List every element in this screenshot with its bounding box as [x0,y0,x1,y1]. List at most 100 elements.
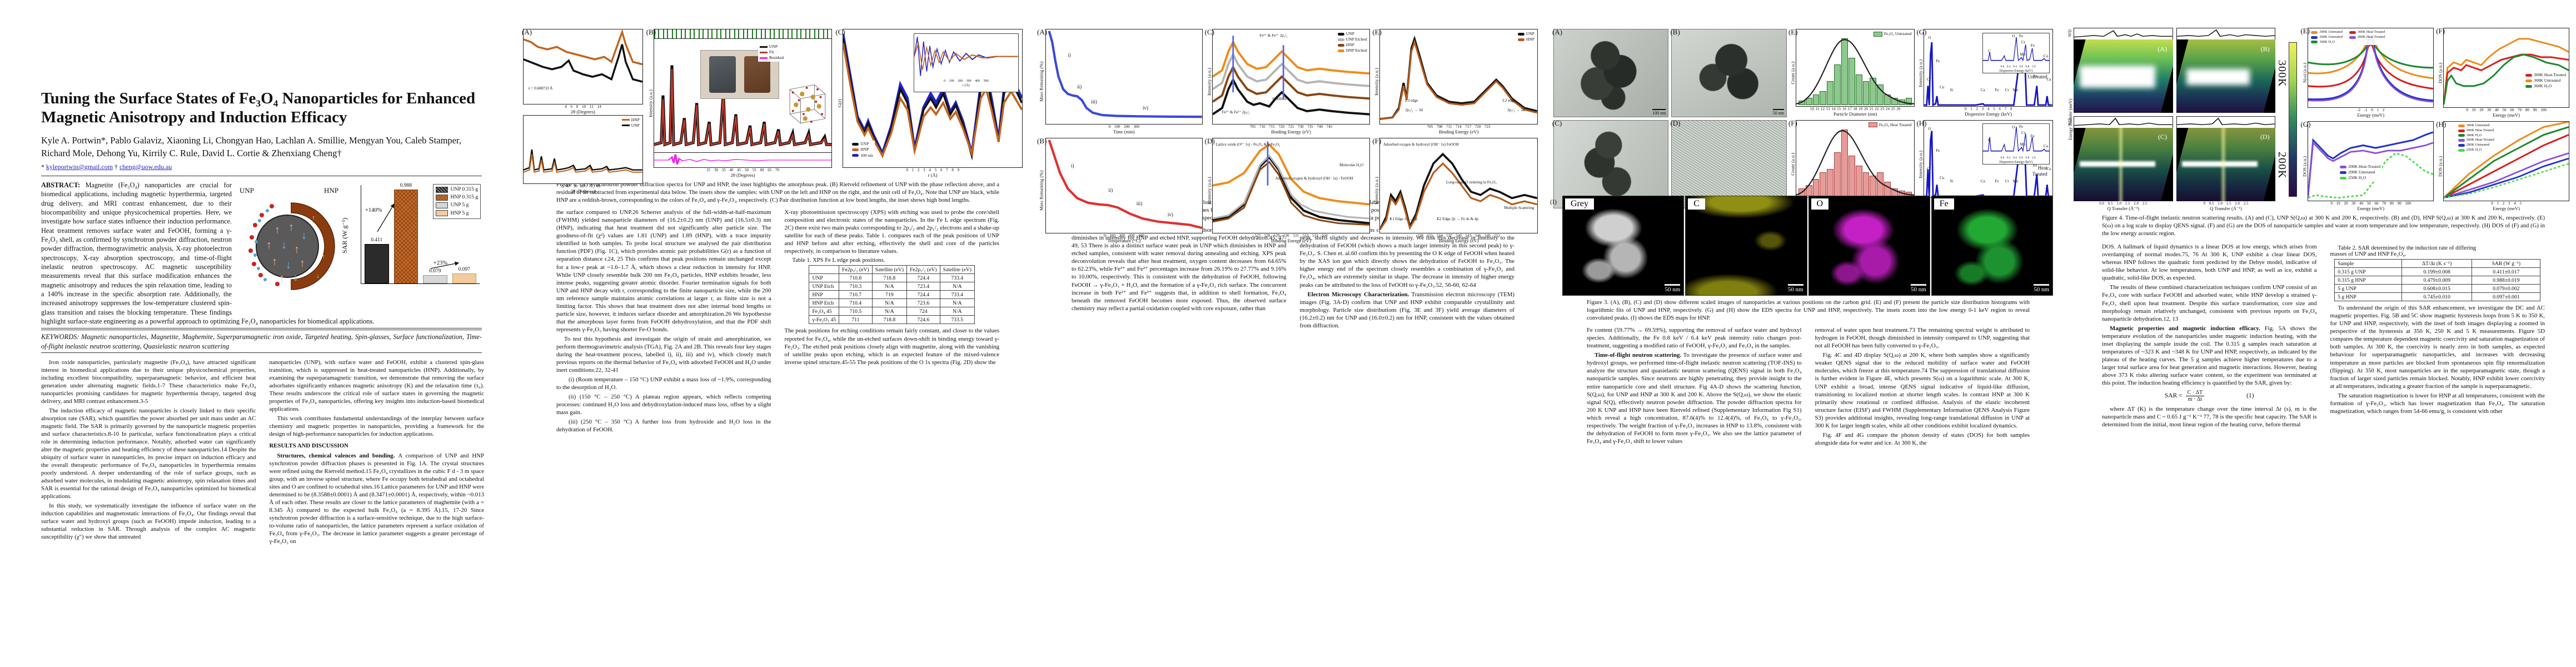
core-shell-diagram: ↑ ↑ ↑↓ ↓ ↑ ↑ ↓ ↑↑ ↓ ↑↑↑↓ [248,202,335,290]
svg-text:↓: ↓ [301,230,307,242]
eds-inset-hnp: O C Cr Mn Fe Cu 0.0 0.2 0.4 0.6 0.8 1.0 … [1982,123,2050,165]
reflection-ticks [653,29,833,38]
tga-time-plot: i) ii) iii) iv) [1045,29,1203,125]
email-link-2[interactable]: cheng@uow.edu.au [119,162,172,171]
keywords: KEYWORDS: Magnetic nanoparticles, Magnet… [41,333,482,351]
legend-swatch [2525,79,2533,82]
sqw-map-hnp-200k: (D) [2176,127,2276,201]
fig1-panel-c: (C) G(r) [835,28,1023,178]
svg-text:↓: ↓ [316,273,320,280]
fig4-lineplots: (E) S(ω) (a.u.) [2300,27,2569,211]
column-left: Fe content (59.77% → 69.59%), supporting… [1587,327,1802,445]
corresponding-star: * [41,162,44,171]
fig4f-legend: 300K Heat-Treated 300K Untreated 300K H₂O [2524,72,2568,90]
table-row: Fe₃O₄ 45 710.5 N/A 724 N/A [809,307,975,316]
table-row: UNP 710.8 718.8 724.4 733.4 [809,273,975,283]
temp-label-300k: 300K [2275,60,2288,87]
figure-2: (A) Mass Remaining (%) i) ii) iii) iv) 0… [1030,28,1546,243]
svg-text:↑: ↑ [279,272,285,285]
svg-text:↑: ↑ [272,256,277,268]
legend-label: UNP 0.315 g [450,186,478,192]
tem-image-a: 100 nm [1553,29,1669,117]
sqw-map-unp-200k: (C) [2074,127,2173,201]
table-discussion: The peak positions for etching condition… [784,327,1000,366]
fig3-panel-e: (E) Count (a.u.) Fe₃O₄ Untreated 10 11 1… [1788,28,1915,117]
page-1: Tuning the Surface States of Fe₃O₄ Nanop… [0,0,515,667]
legend-swatch [2340,165,2347,168]
table-2-title: Table 2. SAR determined by the induction… [2330,245,2477,258]
svg-text:↑: ↑ [312,215,315,221]
svg-text:↓: ↓ [286,259,291,271]
legend-swatch [1517,38,1524,41]
body-columns: DOS. A hallmark of liquid dynamics is a … [2061,240,2576,430]
fig4-panel-c: S(Q) (C) 0.0 0.5 1.0 1.5 2.0 2.5 Q Trans… [2067,116,2173,211]
eds-map-carbon: C 50 nm [1685,196,1807,296]
fig4-panel-h: (H) DOS (a.u.) [2436,120,2569,211]
unp-label: UNP [240,186,255,195]
abstract-block: UNP HNP ↑ ↑ ↑ ↓ ↓ ↑ ↑ ↓ ↑ ↑ ↓ ↑ ↑ ↑ ↓ [0,176,515,328]
table-row: 5 g HNP 0.745±0.010 0.097±0.001 [2334,292,2541,302]
xrd-inset-plot: λ = 0.688733 Å [523,29,643,105]
hnp-pellet-photo [744,56,771,93]
page-2: (A) λ = 0.688733 Å 4 6 8 10 12 14 2θ (De… [515,0,1030,667]
tga-temp-plot: i) ii) iii) iv) [1045,138,1203,233]
email-link-1[interactable]: kyleportwin@gmail.com [46,162,113,171]
paper-header: Tuning the Surface States of Fe₃O₄ Nanop… [0,0,515,171]
contact-emails: * kyleportwin@gmail.com † cheng@uow.edu.… [41,163,482,171]
pdf-inset: 0 100 200 300 400 500 r (Å) [914,33,1019,93]
rietveld-plot: UNP Fit Residual [653,38,833,153]
tem-image-d: 10 nm [1671,120,1787,208]
pdf-plot: 0 100 200 300 400 500 r (Å) UNP HNP 100 nm [843,29,1023,168]
body-columns: the surface compared to UNP.26 Scherrer … [515,206,1030,435]
qens-plot: 300K Untreated 300K Heat Treated 200K Untr… [2308,28,2434,108]
abstract: ABSTRACT: Magnetite (Fe₃O₄) nanoparticle… [41,181,482,326]
fig2-panel-a: (A) Mass Remaining (%) i) ii) iii) iv) 0… [1037,28,1203,135]
bar-unp-0315: 0.411 [365,237,389,283]
legend-label: HNP 0.315 g [450,195,478,201]
legend-label: UNP 5 g [450,202,469,208]
legend-swatch [2340,171,2347,174]
legend-swatch [2311,31,2318,34]
xps-o1s-plot: Lattice oxide (O²⁻ 1s) - Fe₃O₄ & γ-Fe₂O₃… [1212,138,1371,233]
body-columns: Iron oxide nanoparticles, particularly m… [0,353,515,547]
legend-swatch [760,51,768,53]
annotation-23: +23% [433,260,447,266]
column-left: DOS. A hallmark of liquid dynamics is a … [2102,243,2317,428]
fig4-panel-e: (E) S(ω) (a.u.) [2300,27,2434,118]
fig4e-legend: 300K Untreated 300K Heat Treated 200K Untr… [2309,29,2387,46]
table-row: 0.315 g UNP 0.199±0.008 0.411±0.017 [2334,267,2541,277]
sar-plot-area: 0.411 0.988 0.079 0.097 [361,183,480,284]
legend-swatch [2458,148,2465,152]
svg-text:↑: ↑ [275,224,280,236]
eds-map-oxygen: O 50 nm [1808,196,1930,296]
legend-swatch [1868,122,1877,128]
svg-text:↑: ↑ [288,221,294,233]
histogram-unp: Fe₃O₄ Untreated [1795,29,1915,107]
table-row: 5 g UNP 0.608±0.015 0.079±0.002 [2334,284,2541,293]
table-row: 0.315 g HNP 0.479±0.009 0.988±0.019 [2334,276,2541,285]
fig2-panel-f: (F) Intensity (a.u.) Adsorbed oxygen & h… [1372,137,1538,243]
legend-swatch [621,119,630,121]
table-2-header: Sample ΔT/Δt (K s⁻¹) SAR (W g⁻¹) [2334,259,2541,268]
fig3-panel-b: (B) 50 nm [1670,28,1787,117]
fig3-panel-g: (G) Intensity (a.u.) O Fe C Cu Si Ca Fe [1916,28,2053,117]
corresponding-dagger: † [114,162,118,171]
eds-spectrum-unp: O Fe C Cu Si Ca Fe Cr Mn Fe Fe Cu [1924,29,2053,107]
fig4g-legend: 200K Heat-Treated 200K Untreated 250K H₂O [2338,163,2383,182]
unit-cell-diagram [789,84,826,124]
sar-legend: UNP 0.315 g HNP 0.315 g UNP 5 g HNP 5 g [433,183,481,219]
hnp-size-bars [1798,127,1912,197]
figure-3-caption: Figure 3. (A), (B), (C) and (D) show dif… [1587,300,2030,321]
residual-strip [653,152,833,168]
unp-size-bars [1798,36,1912,106]
table-2: Sample ΔT/Δt (K s⁻¹) SAR (W g⁻¹) 0.315 g U… [2334,259,2541,302]
xrd-full-plot: HNP UNP [523,115,643,184]
legend-label: HNP 5 g [450,210,469,216]
wavelength-label: λ = 0.688733 Å [528,86,553,91]
legend-swatch [852,148,859,152]
intensity-colorbar [2289,42,2298,197]
legend-swatch [2311,41,2318,44]
author-list: Kyle A. Portwin*, Pablo Galaviz, Xiaonin… [41,135,461,158]
xrd-full-curves [524,149,642,173]
legend-swatch [1337,38,1344,41]
